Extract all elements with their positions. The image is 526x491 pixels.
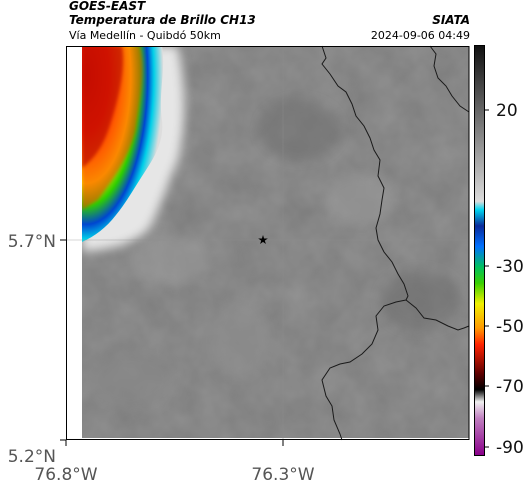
southern-border [321, 299, 407, 441]
organization-label: SIATA [432, 13, 470, 27]
lat-label-5.2: 5.2°N [8, 447, 56, 467]
axis-ticks [60, 239, 284, 446]
colorbar-label-minus90: -90 [496, 438, 524, 458]
northeast-border [429, 45, 470, 113]
colorbar-label-minus50: -50 [496, 317, 524, 337]
lon-label-76.3: 76.3°W [251, 465, 314, 485]
colorbar-ticks [484, 109, 489, 448]
satellite-image-layer [82, 46, 469, 438]
lat-label-5.7: 5.7°N [8, 232, 56, 252]
satellite-title: GOES-EAST [69, 0, 146, 13]
timestamp-label: 2024-09-06 04:49 [370, 29, 470, 42]
warm-cloud-texture [85, 100, 460, 410]
lon-label-76.8: 76.8°W [34, 465, 97, 485]
colorbar-label-20: 20 [496, 101, 518, 121]
colorbar [475, 46, 484, 455]
graticule [66, 46, 469, 440]
colorbar-label-minus30: -30 [496, 257, 524, 277]
colorbar-label-minus70: -70 [496, 377, 524, 397]
product-title: Temperatura de Brillo CH13 [69, 13, 256, 27]
region-subtitle: Vía Medellín - Quibdó 50km [69, 29, 221, 42]
map-frame [66, 46, 470, 440]
department-boundaries [321, 45, 470, 441]
antioquia-choco-border [321, 45, 409, 301]
quibdo-marker-star [258, 235, 268, 244]
eastern-border [405, 299, 470, 331]
